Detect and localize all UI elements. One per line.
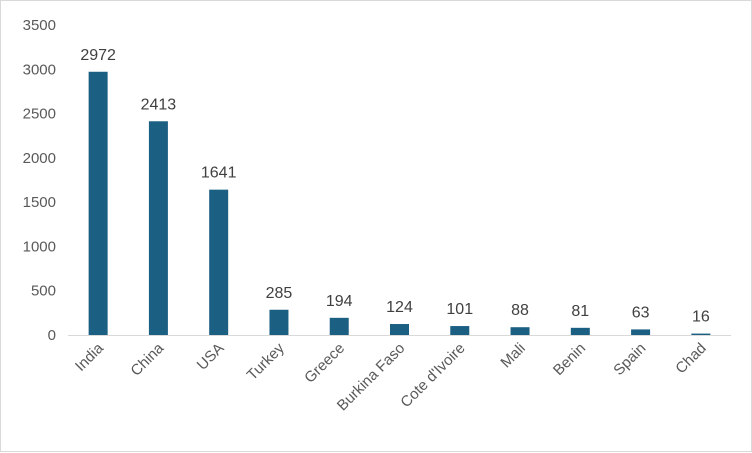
bar-usa [209, 189, 229, 335]
data-label: 81 [571, 303, 589, 320]
data-label: 63 [632, 304, 650, 321]
x-category-label: Greece [301, 340, 348, 387]
bar-india [88, 71, 108, 335]
data-label: 194 [326, 293, 353, 310]
data-label: 1641 [201, 165, 237, 182]
y-tick-label: 2000 [23, 150, 56, 167]
x-category-label: Spain [610, 340, 649, 379]
bar-mali [510, 327, 530, 335]
x-category-label: China [127, 339, 167, 379]
x-category-label: Mali [497, 340, 528, 371]
data-label: 101 [446, 301, 473, 318]
bar-turkey [269, 309, 289, 335]
data-label: 16 [692, 309, 710, 326]
x-category-label: Turkey [244, 339, 288, 383]
data-label: 285 [266, 285, 293, 302]
data-label: 2413 [141, 96, 177, 113]
y-tick-label: 2500 [23, 106, 56, 123]
bars [88, 71, 711, 335]
bar-china [148, 121, 168, 335]
bar-burkina-faso [390, 324, 409, 335]
y-tick-label: 1500 [23, 194, 56, 211]
bar-cote-d-ivoire [450, 326, 470, 335]
x-category-label: India [72, 339, 107, 374]
data-label: 88 [511, 302, 529, 319]
y-tick-label: 3000 [23, 61, 56, 78]
bar-chad [691, 333, 711, 335]
bar-benin [570, 327, 590, 335]
x-category-label: USA [194, 340, 228, 374]
y-tick-label: 3500 [23, 17, 56, 34]
y-tick-label: 1000 [23, 238, 56, 255]
x-category-label: Chad [672, 340, 709, 377]
data-label: 124 [386, 299, 413, 316]
bar-greece [329, 317, 349, 335]
y-tick-label: 500 [31, 283, 56, 300]
data-label: 2972 [80, 47, 116, 64]
y-tick-label: 0 [48, 327, 56, 344]
y-axis-ticks: 0 500 1000 1500 2000 2500 3000 3500 [23, 17, 56, 344]
x-category-label: Cote d'Ivoire [397, 340, 468, 411]
data-labels: 2972 2413 1641 285 194 124 101 88 81 63 16 [80, 47, 710, 326]
x-category-label: Benin [550, 340, 589, 379]
bar-spain [631, 329, 651, 335]
